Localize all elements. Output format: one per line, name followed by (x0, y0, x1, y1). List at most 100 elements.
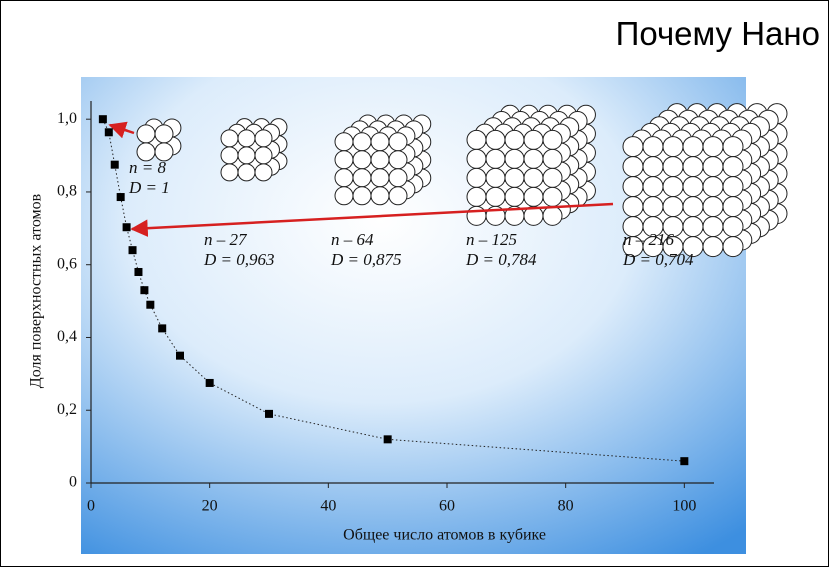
x-tick-label: 60 (439, 498, 455, 515)
atom (334, 186, 354, 206)
atom (622, 156, 644, 178)
y-tick-label: 0 (69, 474, 77, 491)
y-tick-label: 0,4 (57, 328, 77, 345)
x-tick-label: 100 (672, 498, 696, 515)
atom (334, 168, 354, 188)
annotation-n: n = 8 (129, 158, 166, 177)
point (110, 160, 119, 169)
atom (466, 148, 487, 169)
atom (542, 186, 563, 207)
atom (237, 146, 256, 165)
atom (237, 129, 256, 148)
atom (254, 146, 273, 165)
atom (388, 150, 408, 170)
atom (702, 156, 724, 178)
atom (370, 168, 390, 188)
atom (722, 156, 744, 178)
point (122, 223, 131, 232)
atom (485, 129, 506, 150)
atom (352, 150, 372, 170)
point (128, 246, 137, 255)
atom (352, 168, 372, 188)
atom (542, 129, 563, 150)
atom (370, 186, 390, 206)
annotation-n: n – 125 (466, 230, 517, 249)
atom (466, 129, 487, 150)
atom (682, 136, 704, 158)
atom (523, 167, 544, 188)
annotation-n: n – 64 (331, 230, 374, 249)
annotation-d: D = 1 (128, 178, 170, 197)
atom (334, 132, 354, 152)
atom (542, 167, 563, 188)
x-tick-label: 20 (202, 498, 218, 515)
slide-title: Почему Нано (615, 15, 820, 52)
atom (504, 167, 525, 188)
atom (504, 148, 525, 169)
atom (722, 176, 744, 198)
atom (388, 186, 408, 206)
atom (352, 132, 372, 152)
atom (220, 129, 239, 148)
point (146, 300, 155, 309)
atom (702, 216, 724, 238)
atom (504, 129, 525, 150)
atom (485, 186, 506, 207)
atom (523, 129, 544, 150)
atom (485, 148, 506, 169)
atom (504, 186, 525, 207)
atom (220, 163, 239, 182)
point (158, 324, 167, 333)
x-tick-label: 0 (87, 498, 95, 515)
atom (682, 176, 704, 198)
point (383, 435, 392, 444)
annotation-d: D = 0,875 (330, 250, 402, 269)
atom (722, 216, 744, 238)
x-tick-label: 80 (558, 498, 574, 515)
y-axis-label: Доля поверхностных атомов (28, 193, 45, 388)
arrow (108, 121, 135, 139)
atom (642, 176, 664, 198)
y-tick-label: 0,6 (57, 255, 77, 272)
atom (466, 205, 487, 226)
cube-illustrations (136, 103, 788, 258)
point (265, 409, 273, 418)
arrow (130, 202, 614, 237)
atom (220, 146, 239, 165)
atom (682, 156, 704, 178)
atom (388, 132, 408, 152)
atom (702, 196, 724, 218)
y-tick-label: 0,8 (57, 183, 77, 200)
atom (702, 136, 724, 158)
atom (542, 148, 563, 169)
atom (702, 236, 724, 258)
atom (370, 150, 390, 170)
atom (388, 168, 408, 188)
atom (642, 136, 664, 158)
atom (254, 163, 273, 182)
atom (237, 163, 256, 182)
atom (622, 196, 644, 218)
annotation-d: D = 0,963 (203, 250, 275, 269)
y-tick-label: 1,0 (57, 110, 77, 127)
atom (642, 156, 664, 178)
atom (702, 176, 724, 198)
atom (370, 132, 390, 152)
x-tick-label: 40 (320, 498, 336, 515)
atom (682, 196, 704, 218)
atom (485, 167, 506, 188)
atom (722, 236, 744, 258)
x-axis-label: Общее число атомов в кубике (343, 527, 546, 544)
atom (466, 167, 487, 188)
point (680, 457, 689, 466)
atom (352, 186, 372, 206)
atom (136, 124, 156, 144)
point (98, 115, 107, 124)
atom (682, 216, 704, 238)
point (134, 267, 143, 276)
atom (334, 150, 354, 170)
y-tick-label: 0,2 (57, 401, 77, 418)
atom (662, 176, 684, 198)
